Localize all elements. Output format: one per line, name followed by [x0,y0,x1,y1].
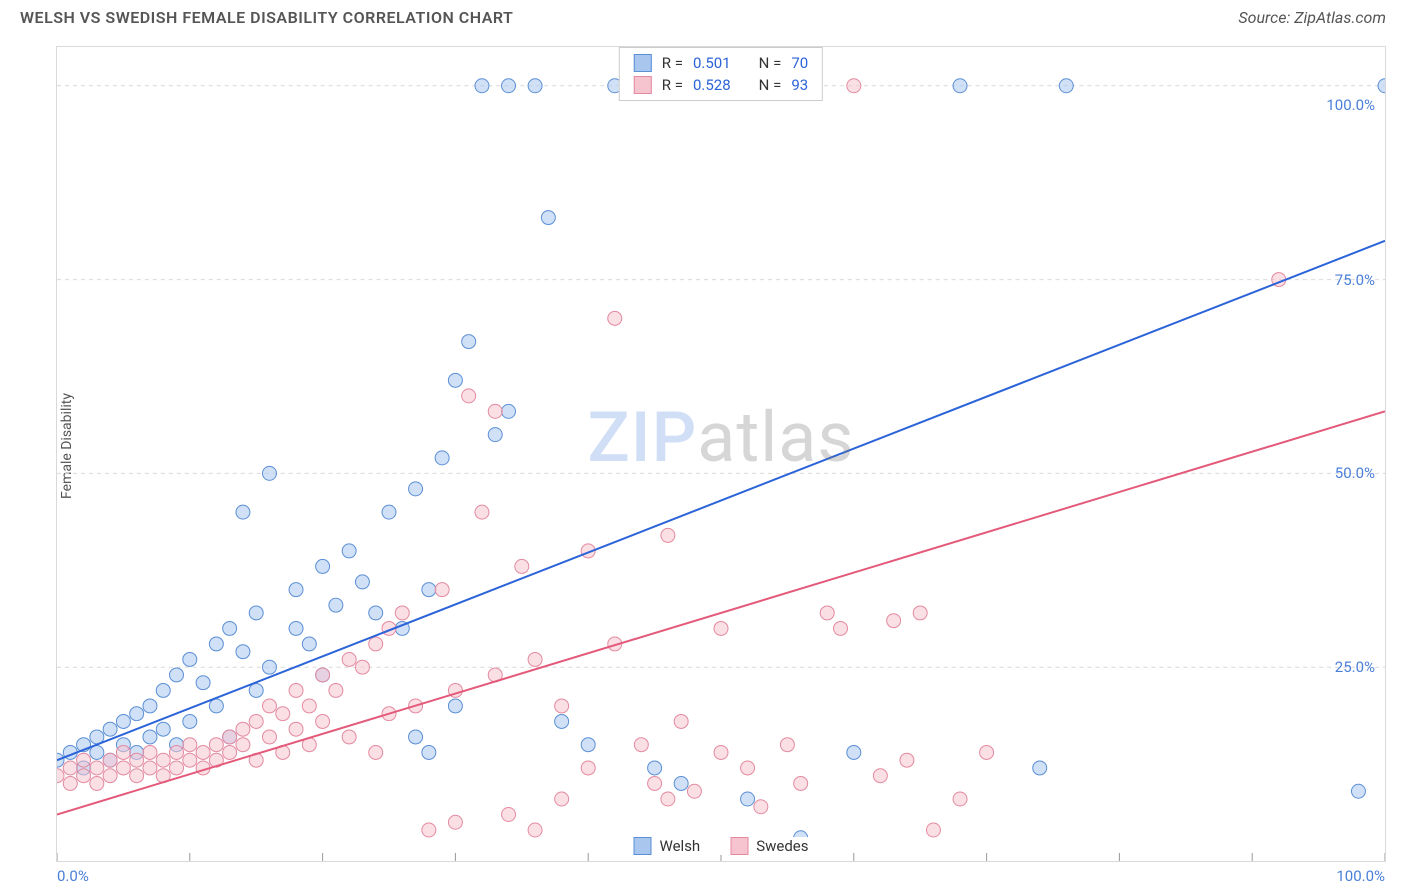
legend-r-label: R = [662,76,683,94]
y-tick-label: 100.0% [1326,96,1375,114]
legend-swatch [634,837,652,855]
legend-r-label: R = [662,54,683,72]
legend-r-value: 0.528 [693,76,731,94]
source-attribution: Source: ZipAtlas.com [1238,8,1386,27]
legend-n-value: 93 [791,76,808,94]
chart-title: WELSH VS SWEDISH FEMALE DISABILITY CORRE… [20,8,513,27]
correlation-legend: R = 0.501 N = 70 R = 0.528 N = 93 [619,47,823,101]
x-tick-label: 100.0% [1336,867,1385,885]
x-tick-label: 0.0% [57,867,89,885]
y-tick-label: 75.0% [1335,271,1375,289]
legend-n-label: N = [759,54,782,72]
legend-swatch [730,837,748,855]
legend-row: R = 0.528 N = 93 [634,74,808,96]
series-legend: Welsh Swedes [626,837,817,855]
series-name: Swedes [756,837,808,855]
legend-n-label: N = [759,76,782,94]
y-tick-label: 25.0% [1335,658,1375,676]
y-tick-label: 50.0% [1335,464,1375,482]
series-name: Welsh [660,837,701,855]
series-legend-item: Welsh [634,837,701,855]
legend-swatch [634,76,652,94]
chart-area: ZIPatlas R = 0.501 N = 70 R = 0.528 N = … [56,46,1386,862]
legend-row: R = 0.501 N = 70 [634,52,808,74]
legend-n-value: 70 [791,54,808,72]
legend-r-value: 0.501 [693,54,731,72]
legend-swatch [634,54,652,72]
series-legend-item: Swedes [730,837,808,855]
scatter-plot-svg [57,47,1385,861]
